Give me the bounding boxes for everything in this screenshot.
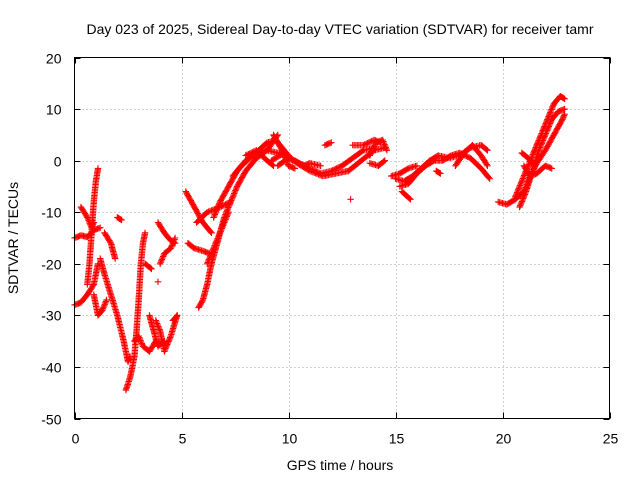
data-point-markers	[366, 136, 391, 159]
data-track	[452, 142, 491, 169]
data-track	[242, 147, 277, 169]
x-tick-labels: 0 5 10 15 20 25	[72, 431, 619, 447]
data-point-markers	[321, 139, 335, 149]
data-track	[71, 224, 104, 242]
y-tick-label: -50	[41, 412, 61, 428]
data-point-markers	[366, 157, 388, 169]
data-point-markers	[520, 162, 555, 180]
data-point-markers	[154, 278, 162, 285]
chart-title: Day 023 of 2025, Sidereal Day-to-day VTE…	[86, 21, 593, 37]
data-point-markers	[347, 196, 354, 203]
data-point-markers	[184, 240, 213, 257]
y-tick-label: 20	[46, 51, 62, 67]
data-track	[184, 240, 213, 257]
axis-ticks	[74, 57, 611, 420]
data-track	[516, 105, 568, 211]
x-tick-label: 20	[496, 431, 512, 447]
x-tick-label: 10	[282, 431, 298, 447]
y-tick-label: 0	[54, 154, 62, 170]
data-point-markers	[204, 131, 281, 267]
data-track	[169, 312, 181, 324]
data-track	[321, 139, 335, 149]
y-axis-label: SDTVAR / TECUs	[5, 182, 21, 294]
data-track	[154, 219, 179, 247]
data-track	[182, 188, 215, 236]
data-point-markers	[131, 332, 159, 355]
data-point-markers	[122, 229, 149, 394]
data-track	[433, 167, 444, 177]
x-tick-label: 5	[179, 431, 187, 447]
data-point-markers	[71, 224, 104, 242]
grid-lines	[74, 57, 610, 419]
data-track	[347, 196, 354, 203]
data-track	[366, 157, 388, 169]
data-track	[154, 278, 162, 285]
data-track	[90, 291, 110, 319]
data-track	[388, 162, 421, 180]
data-track	[520, 162, 555, 180]
data-point-markers	[169, 312, 181, 324]
data-track	[141, 260, 155, 273]
data-point-markers	[114, 214, 125, 224]
data-point-markers	[398, 188, 414, 203]
y-tick-labels: -50 -40 -30 -20 -10 0 10 20	[41, 51, 61, 428]
x-tick-label: 0	[72, 431, 80, 447]
data-point-markers	[433, 167, 444, 177]
data-point-markers	[141, 260, 155, 273]
data-track	[291, 157, 324, 169]
data-point-markers	[242, 147, 277, 169]
data-track	[131, 332, 159, 355]
data-point-markers	[182, 188, 215, 236]
data-track	[204, 131, 281, 267]
data-track	[518, 149, 538, 169]
data-point-markers	[152, 312, 181, 355]
data-point-markers	[452, 142, 491, 169]
data-point-markers	[195, 209, 232, 311]
data-point-markers	[518, 149, 538, 169]
data-track	[84, 165, 102, 288]
data-point-markers	[97, 255, 134, 365]
y-tick-label: -20	[41, 257, 61, 273]
data-point-markers	[90, 291, 110, 319]
data-points	[71, 93, 568, 394]
data-point-markers	[154, 219, 179, 247]
plot-border	[74, 57, 610, 419]
y-tick-label: 10	[46, 102, 62, 118]
data-point-markers	[84, 165, 102, 288]
data-track	[101, 229, 119, 262]
data-point-markers	[388, 162, 421, 180]
data-track	[122, 229, 149, 394]
data-point-markers	[516, 105, 568, 211]
data-point-markers	[291, 157, 324, 169]
y-tick-label: -40	[41, 360, 61, 376]
x-tick-label: 15	[389, 431, 405, 447]
data-track	[398, 188, 414, 203]
x-tick-label: 25	[603, 431, 619, 447]
data-point-markers	[101, 229, 119, 262]
y-tick-label: -10	[41, 205, 61, 221]
data-track	[97, 255, 134, 365]
x-axis-label: GPS time / hours	[287, 457, 394, 473]
data-track	[195, 209, 232, 311]
data-track	[152, 312, 181, 355]
y-tick-label: -30	[41, 308, 61, 324]
data-track	[114, 214, 125, 224]
data-track	[366, 136, 391, 159]
